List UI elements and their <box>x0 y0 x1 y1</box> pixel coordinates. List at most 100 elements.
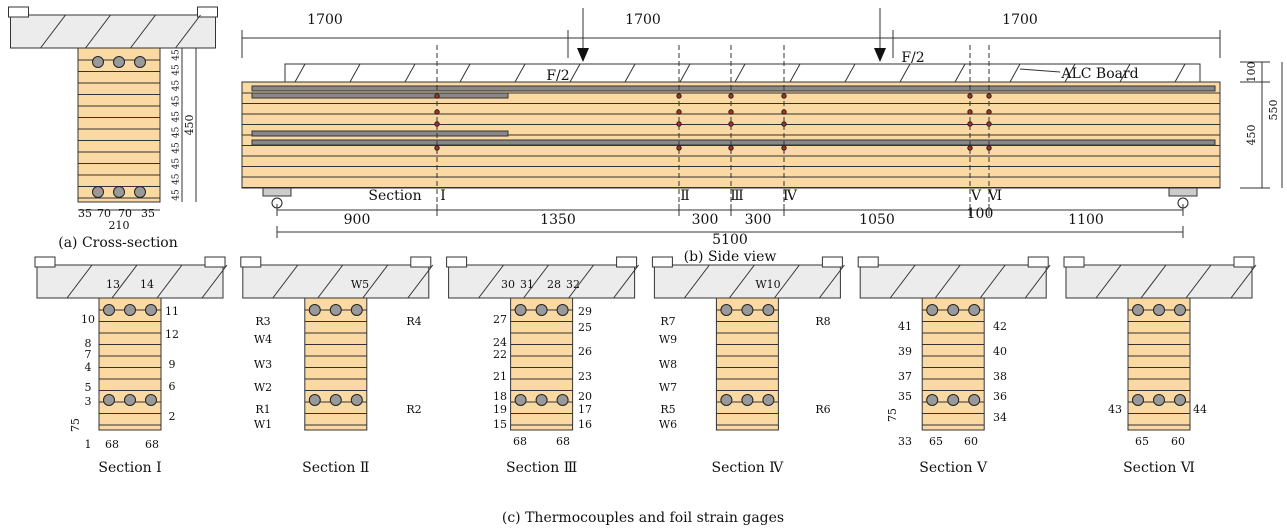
dim-label: 45 <box>172 111 182 123</box>
load-arrow <box>577 48 589 62</box>
rebar <box>742 305 753 316</box>
sensor-label: 39 <box>898 345 912 358</box>
sensor-label: W7 <box>659 381 677 394</box>
sensor-label: W9 <box>659 333 677 346</box>
slab-edge <box>241 257 261 267</box>
rebar <box>948 395 959 406</box>
slab-edge <box>652 257 672 267</box>
rebar <box>515 395 526 406</box>
sensor-label: 32 <box>566 278 580 291</box>
dim-label: 45 <box>172 80 182 92</box>
section-id: Ⅳ <box>783 188 798 204</box>
rebar <box>309 395 320 406</box>
slab-edge <box>447 257 467 267</box>
sensor <box>677 122 681 126</box>
slab <box>11 15 216 48</box>
glulam <box>99 298 161 430</box>
sensor <box>729 146 733 150</box>
sensor <box>987 122 991 126</box>
rebar <box>125 395 136 406</box>
sensor <box>435 122 439 126</box>
slab-edge <box>617 257 637 267</box>
sensor <box>435 146 439 150</box>
sensor <box>968 110 972 114</box>
figure: 4545454545454545454545035707035210(a) Cr… <box>0 0 1287 529</box>
sensor-label: 31 <box>520 278 534 291</box>
rebar <box>557 305 568 316</box>
caption: (b) Side view <box>684 249 777 265</box>
load-arrow <box>874 48 886 62</box>
section-word: Section <box>368 188 421 204</box>
sensor-label: 22 <box>493 348 507 361</box>
sensor <box>435 94 439 98</box>
sensor-label: W8 <box>659 358 677 371</box>
dim-label: 900 <box>344 212 371 228</box>
section-title: Section Ⅰ <box>98 460 161 476</box>
dim-label: 1350 <box>540 212 576 228</box>
rebar <box>721 395 732 406</box>
rebar <box>721 305 732 316</box>
section-title: Section Ⅱ <box>302 460 369 476</box>
sensor-label: 43 <box>1108 403 1122 416</box>
sensor <box>729 110 733 114</box>
sensor-label: R7 <box>660 315 675 328</box>
dim-label: 35 <box>141 207 155 220</box>
rebar <box>969 395 980 406</box>
sensor-label: 42 <box>993 320 1007 333</box>
rebar <box>1133 395 1144 406</box>
sensor-label: 33 <box>898 435 912 448</box>
sensor <box>968 122 972 126</box>
section-id: Ⅴ <box>970 188 982 204</box>
sensor-label: W2 <box>254 381 272 394</box>
sensor-label: 28 <box>547 278 561 291</box>
sensor <box>782 122 786 126</box>
board-label: ALC Board <box>1060 66 1138 82</box>
rebar <box>114 57 125 68</box>
glulam <box>922 298 984 430</box>
section-id: Ⅵ <box>987 188 1002 204</box>
dim-label: 45 <box>172 142 182 154</box>
rebar <box>93 187 104 198</box>
slab-edge <box>411 257 431 267</box>
sensor-label: W6 <box>659 418 677 431</box>
sensor-label: 9 <box>169 358 176 371</box>
rebar <box>763 305 774 316</box>
sensor <box>782 94 786 98</box>
slab-edge <box>1028 257 1048 267</box>
rebar <box>135 187 146 198</box>
sensor-label: 26 <box>578 345 592 358</box>
rebar <box>1175 305 1186 316</box>
section-title: Section Ⅳ <box>712 460 785 476</box>
section-id: Ⅰ <box>440 188 446 204</box>
sensor-label: 20 <box>578 390 592 403</box>
sensor <box>729 94 733 98</box>
sensor-label: R5 <box>660 403 675 416</box>
dim-label: 210 <box>109 219 130 232</box>
sensor-label: 21 <box>493 370 507 383</box>
dim-label: 45 <box>172 126 182 138</box>
sensor-label: 30 <box>501 278 515 291</box>
sensor-label: 38 <box>993 370 1007 383</box>
rebar-rod <box>252 93 508 98</box>
dim-label: 45 <box>172 173 182 185</box>
rebar <box>351 395 362 406</box>
load-label: F/2 <box>901 50 924 66</box>
dim-label: 300 <box>692 212 719 228</box>
dim-label: 100 <box>1245 62 1258 83</box>
sensor-label: 34 <box>993 411 1007 424</box>
rebar <box>135 57 146 68</box>
rebar <box>515 305 526 316</box>
glulam <box>716 298 778 430</box>
rebar <box>969 305 980 316</box>
glulam <box>511 298 573 430</box>
sensor-label: 23 <box>578 370 592 383</box>
sensor-label: 75 <box>69 418 82 432</box>
sensor-label: 37 <box>898 370 912 383</box>
sensor-label: 36 <box>993 390 1007 403</box>
sensor-label: 16 <box>578 418 592 431</box>
sensor-label: 6 <box>169 380 176 393</box>
rebar-rod <box>252 86 1215 91</box>
rebar <box>948 305 959 316</box>
sensor-label: 60 <box>964 435 978 448</box>
sensor-label: 68 <box>105 438 119 451</box>
